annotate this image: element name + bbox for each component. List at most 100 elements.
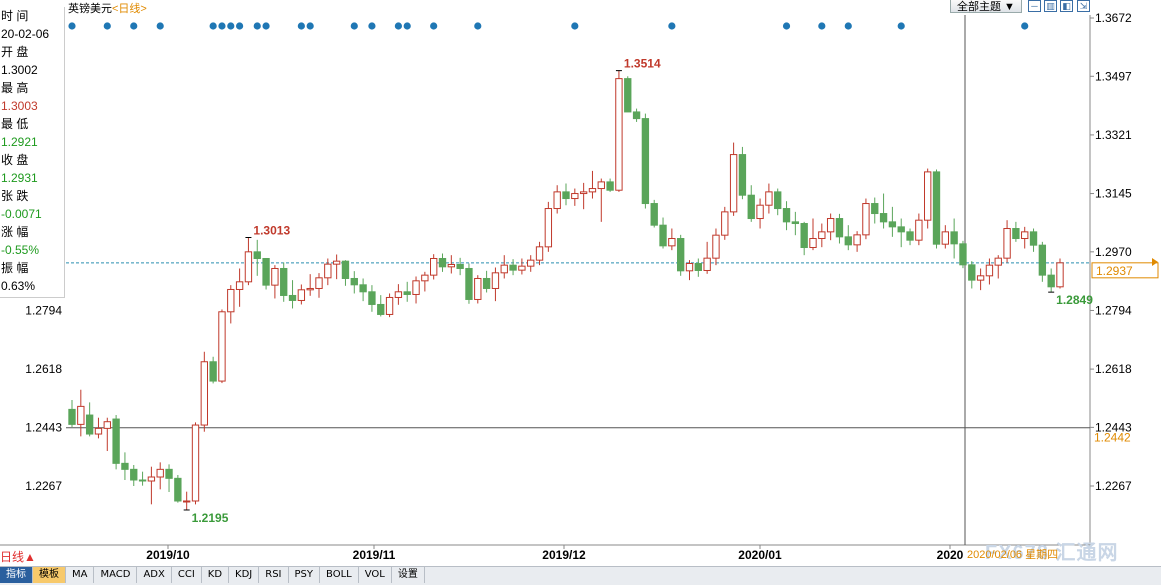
info-key: 开 盘 [1, 45, 29, 59]
event-dot [156, 22, 164, 30]
candle-body [421, 274, 429, 282]
y-tick-label: 1.2267 [1095, 479, 1132, 493]
y-tick-label: 1.3497 [1095, 69, 1132, 83]
tab-9[interactable]: PSY [289, 567, 321, 583]
candle-body [985, 264, 994, 277]
event-dot [306, 22, 314, 30]
candle-body [747, 194, 755, 220]
tab-8[interactable]: RSI [259, 567, 289, 583]
symbol-name: 英镑美元 [68, 3, 112, 15]
tab-12[interactable]: 设置 [392, 567, 425, 583]
event-dot [474, 22, 482, 30]
x-tick-label: 2019/11 [353, 548, 396, 562]
high-annotation: 1.3514 [624, 57, 661, 71]
candle-body [165, 468, 173, 479]
candle-body [341, 260, 350, 279]
candle-body [474, 277, 482, 300]
chart-icon[interactable]: ▥ [1044, 0, 1057, 12]
candle-body [297, 289, 306, 301]
event-dot [350, 22, 358, 30]
event-dot [844, 22, 852, 30]
event-dot [253, 22, 261, 30]
tab-3[interactable]: MACD [94, 567, 138, 583]
info-value: 1.3002 [1, 63, 38, 77]
left-y-tick-label: 1.2443 [25, 420, 62, 434]
watermark: FX678 汇通网 [985, 542, 1119, 564]
tab-11[interactable]: VOL [359, 567, 392, 583]
candle-body [774, 191, 782, 210]
timeframe-label[interactable]: <日线> [112, 3, 147, 15]
event-dot [218, 22, 226, 30]
candle-body [271, 267, 279, 286]
tab-5[interactable]: CCI [172, 567, 202, 583]
candle-body [738, 154, 747, 196]
candle-body [685, 262, 694, 272]
candle-body [262, 257, 270, 286]
candle-body [68, 408, 76, 425]
info-key: 涨 幅 [1, 225, 29, 239]
candle-body [465, 267, 473, 300]
minimize-icon[interactable]: ─ [1028, 0, 1041, 12]
event-dot [209, 22, 217, 30]
candle-body [491, 272, 500, 289]
expand-icon[interactable]: ⇲ [1077, 0, 1090, 12]
candle-body [756, 204, 764, 220]
left-y-tick-label: 1.2618 [25, 362, 62, 376]
left-y-tick-label: 1.2794 [25, 303, 62, 317]
event-dot [262, 22, 270, 30]
event-dot [297, 22, 305, 30]
candle-body [712, 234, 720, 259]
y-tick-label: 1.2794 [1095, 303, 1132, 317]
layout-icon[interactable]: ◧ [1060, 0, 1073, 12]
tab-2[interactable]: MA [66, 567, 95, 583]
candle-body [588, 188, 597, 193]
candle-body [809, 238, 817, 249]
candle-body [853, 234, 861, 246]
candle-body [571, 193, 579, 200]
info-value: 20-02-06 [1, 27, 50, 41]
x-tick-label: 2019/10 [146, 548, 190, 562]
tab-1[interactable]: 模板 [33, 567, 66, 583]
candle-body [959, 243, 967, 266]
theme-dropdown[interactable]: 全部主题 ▼ [950, 0, 1022, 13]
event-dot [403, 22, 411, 30]
candle-body [209, 361, 217, 382]
candle-body [385, 296, 394, 315]
candle-body [527, 259, 535, 267]
last-price-tag: 1.2937 [1096, 264, 1133, 278]
event-dot [897, 22, 905, 30]
x-tick-label: 2020 [937, 548, 964, 562]
y-tick-label: 1.2443 [1095, 420, 1132, 434]
candle-body [315, 277, 323, 289]
candle-body [368, 291, 376, 305]
candle-body [729, 154, 738, 213]
candle-body [394, 291, 403, 298]
tab-4[interactable]: ADX [137, 567, 172, 583]
candle-body [562, 191, 570, 200]
candle-body [1038, 244, 1047, 276]
low-annotation: 1.2849 [1056, 293, 1093, 307]
event-dot [394, 22, 402, 30]
y-tick-label: 1.3321 [1095, 128, 1132, 142]
tab-7[interactable]: KDJ [229, 567, 260, 583]
candlestick-chart[interactable]: 1.2267 1.2267 1.2443 1.2443 1.2618 1.2618 1.27… [0, 0, 1161, 566]
indicator-tab-bar: 指标 模板 MA MACD ADX CCI KD KDJ RSI PSY BOLL VOL 设置 [0, 566, 1161, 585]
tab-6[interactable]: KD [202, 567, 230, 583]
event-dot [236, 22, 244, 30]
candle-body [650, 203, 658, 226]
event-dot [1021, 22, 1029, 30]
candle-body [826, 218, 835, 233]
candle-body [906, 231, 914, 241]
left-y-tick-label: 1.2267 [25, 479, 62, 493]
tab-10[interactable]: BOLL [320, 567, 359, 583]
candle-body [888, 221, 897, 228]
period-label[interactable]: 日线▲ [0, 550, 36, 564]
candle-body [227, 288, 235, 313]
tab-0[interactable]: 指标 [0, 567, 33, 583]
candle-body [359, 284, 367, 293]
candle-body [253, 251, 261, 259]
candle-body [862, 203, 870, 236]
candle-body [632, 111, 641, 120]
y-tick-label: 1.2618 [1095, 362, 1132, 376]
candle-body [677, 238, 685, 272]
